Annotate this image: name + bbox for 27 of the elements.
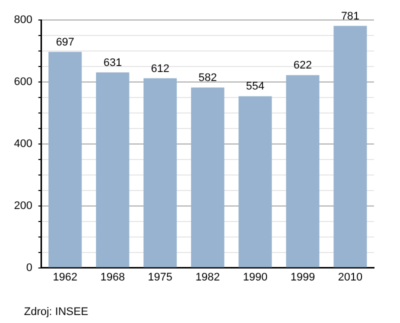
data-label: 697	[56, 36, 74, 48]
bar	[286, 75, 320, 268]
y-tick-label: 600	[14, 76, 32, 88]
bar	[96, 72, 130, 268]
bar	[238, 96, 272, 268]
y-tick-label: 200	[14, 200, 32, 212]
x-tick-label: 1999	[290, 271, 315, 284]
y-tick-label: 0	[26, 262, 32, 274]
bar	[48, 52, 82, 268]
text: Zdroj: INSEE	[24, 306, 88, 318]
bar	[144, 78, 177, 268]
data-label: 612	[150, 62, 170, 75]
data-label: 554	[246, 80, 264, 93]
x-tick-label: 1968	[100, 271, 125, 284]
y-tick-label: 400	[14, 138, 32, 150]
y-tick-label: 800	[14, 14, 32, 26]
x-tick-label: 1962	[52, 271, 78, 284]
x-tick-label: 1975	[148, 271, 172, 284]
data-label: 631	[103, 56, 122, 69]
bar	[334, 26, 367, 268]
data-label: 582	[198, 72, 217, 84]
x-tick-label: 1990	[242, 271, 268, 284]
bar	[191, 88, 224, 268]
x-tick-label: 1982	[195, 271, 220, 284]
data-label: 781	[341, 10, 360, 22]
x-tick-label: 2010	[338, 271, 362, 284]
data-label: 622	[294, 60, 312, 72]
